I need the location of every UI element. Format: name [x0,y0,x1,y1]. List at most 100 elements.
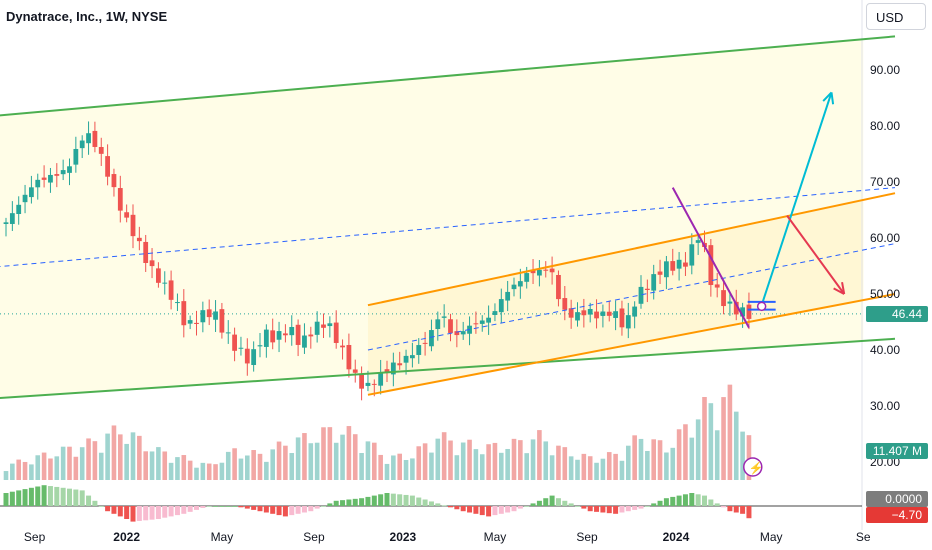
oscillator-bar [467,506,473,513]
volume-bar [499,452,504,480]
oscillator-bar [244,506,250,509]
price-tick-label: 90.00 [870,63,900,77]
volume-bar [441,432,447,480]
candle-body [714,284,720,288]
oscillator-bar [454,506,460,510]
candle-body [683,262,688,267]
candle-body [657,271,663,275]
volume-bar [587,456,593,480]
volume-bar [16,459,21,480]
volume-bar [41,452,47,480]
oscillator-bar [486,506,492,517]
oscillator-bar [555,498,561,506]
oscillator-bar [257,506,263,512]
oscillator-bar [301,506,307,513]
volume-bar [543,441,549,480]
volume-bar [111,425,117,480]
candle-body [498,299,504,313]
candle-body [136,237,142,242]
oscillator-bar [702,495,707,506]
volume-bar [378,454,383,480]
volume-bar [606,452,612,480]
candle-body [219,309,225,333]
oscillator-bar [384,493,390,506]
candle-body [60,170,66,175]
volume-bar [327,427,333,480]
volume-bar [537,430,542,480]
candle-body [16,204,22,215]
oscillator-bar [581,506,587,509]
oscillator-bar [594,506,600,512]
oscillator-bar [22,489,28,506]
oscillator-bar [587,506,593,512]
oscillator-bar [200,506,206,508]
currency-button[interactable]: USD [866,3,926,30]
time-tick-label: Se [856,530,871,544]
oscillator-bar [733,506,739,513]
candle-body [524,273,530,282]
candle-body [594,311,599,319]
drawings-layer: ⚡ [0,35,896,477]
volume-bar [568,456,574,480]
volume-bar [168,462,174,480]
price-tick-label: 80.00 [870,119,900,133]
volume-bar [467,439,472,480]
candle-body [600,311,606,316]
oscillator-bar [670,496,676,506]
oscillator-bar [530,503,536,506]
oscillator-bar [638,506,644,509]
oscillator-bar [117,506,123,517]
candle-body [117,188,123,211]
oscillator-bar [16,490,22,506]
oscillator-layer [0,485,862,522]
volume-bar [397,453,402,480]
time-tick-label: May [484,530,507,544]
oscillator-bar [3,493,9,506]
oscillator-bar [416,497,422,506]
oscillator-bar [321,506,326,507]
oscillator-bar [276,506,282,516]
volume-bar [600,458,606,480]
oscillator-bar [270,506,276,514]
oscillator-bar [422,499,428,506]
volume-bar [689,437,695,480]
oscillator-bar [714,503,720,506]
candle-body [321,324,326,328]
volume-bar [403,459,409,480]
oscillator-bar [524,506,530,507]
candle-body [130,214,136,237]
oscillator-bar [289,506,295,516]
oscillator-bar [632,506,638,510]
candle-body [48,174,53,183]
candle-body [238,347,244,349]
candle-body [92,130,98,147]
oscillator-bar [359,498,365,506]
oscillator-bar [187,506,193,512]
candle-body [486,317,491,323]
lightning-icon [743,457,763,477]
breakout-marker-dot [756,301,767,312]
candle-body [727,301,733,304]
volume-bar [232,448,237,480]
volume-bar [651,439,656,480]
volume-bar [473,449,479,480]
volume-bar [238,458,244,480]
oscillator-bar [562,500,568,506]
oscillator-bar [98,506,104,507]
candle-body [124,212,130,218]
candle-body [517,281,523,287]
candle-body [581,310,587,316]
volume-bar [454,455,460,480]
volume-bar [149,451,155,480]
grid-layer [0,0,863,530]
volume-bar [733,411,739,480]
candle-body [556,274,561,300]
candle-body [505,291,511,301]
lightning-icon-glyph: ⚡ [749,461,764,475]
oscillator-bar [79,490,85,506]
oscillator-bar [498,506,504,514]
volume-bar [486,444,491,480]
candle-body [403,355,409,363]
candle-body [511,284,517,290]
